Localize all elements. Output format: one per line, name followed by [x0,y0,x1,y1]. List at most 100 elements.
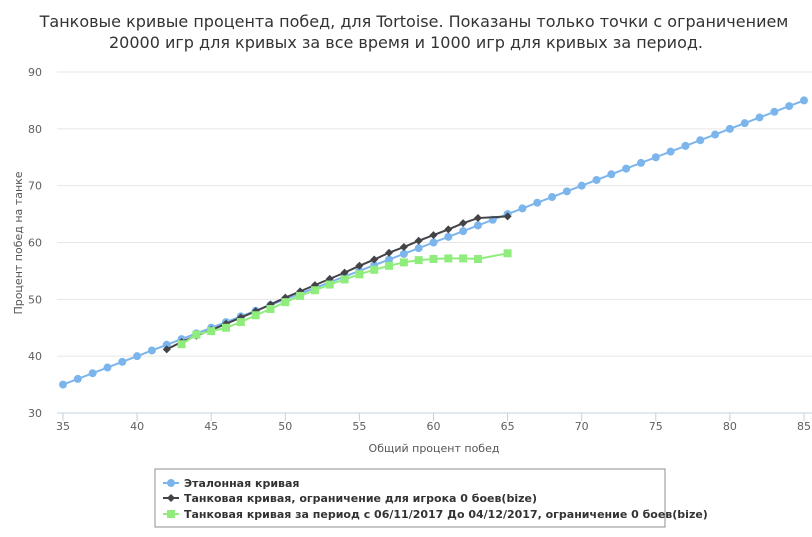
series-2-point [429,231,438,240]
series-1-point [73,374,82,383]
series-3-point [370,265,379,274]
y-tick-label-50: 50 [28,293,42,306]
series-3-point [222,323,231,332]
series-3-point [399,258,408,267]
series-1-point [725,124,734,133]
series-3-point [192,330,201,339]
legend-item-3: Танковая кривая за период с 06/11/2017 Д… [184,508,708,521]
series-1-point [592,175,601,184]
series-1-point [622,164,631,173]
x-tick-label-75: 75 [649,420,663,433]
series-2-point [370,255,379,264]
x-tick-label-70: 70 [575,420,589,433]
legend-item-2: Танковая кривая, ограничение для игрока … [184,492,537,505]
series-3-point [340,275,349,284]
series-1-point [548,193,557,202]
grid [57,71,812,414]
series-1-point [385,255,394,264]
series-1-point [399,249,408,258]
series-1-point [681,141,690,150]
series-1-point [88,369,97,378]
series-1-point [770,107,779,116]
x-tick-label-60: 60 [427,420,441,433]
series-3-point [459,254,468,263]
x-tick-label-40: 40 [130,420,144,433]
series-1-point [666,147,675,156]
series-1-point [444,232,453,241]
series-1-point [785,102,794,111]
series-2-point [355,261,364,270]
y-tick-label-90: 90 [28,66,42,79]
series-3-point [177,340,186,349]
series-1-point [577,181,586,190]
legend-symbol-marker-1 [167,479,175,487]
series-1-point [607,170,616,179]
series-1-point [562,187,571,196]
series-3-point [251,311,260,320]
legend-symbol-marker-2 [167,494,175,502]
plot-area [59,96,808,389]
series-2-point [162,345,171,354]
series-3-point [385,261,394,270]
series-1-point [118,357,127,366]
series-1-point [162,340,171,349]
series-3-point [503,249,512,258]
x-tick-label-65: 65 [501,420,515,433]
series-3-point [266,304,275,313]
series-3-point [414,256,423,265]
series-3-point [296,291,305,300]
y-tick-label-70: 70 [28,180,42,193]
series-1-point [518,204,527,213]
y-axis-title: Процент побед на танке [12,171,25,314]
series-3-line [181,252,508,346]
x-axis-title: Общий процент побед [369,442,500,455]
series-3-point [207,327,216,336]
series-3-point [473,254,482,263]
series-3-point [429,254,438,263]
y-tick-label-60: 60 [28,237,42,250]
series-1-point [103,363,112,372]
series-1-point [755,113,764,122]
series-1-point [651,153,660,162]
legend: Эталонная кривая Танковая кривая, огранич… [154,468,708,528]
series-1-point [147,346,156,355]
series-2-point [444,225,453,234]
x-tick-label-45: 45 [204,420,218,433]
legend-symbol-marker-3 [167,510,175,518]
series-1-point [711,130,720,139]
x-tick-label-55: 55 [352,420,366,433]
series-1-point [59,380,67,389]
series-1-point [473,221,482,230]
series-1-point [414,244,423,253]
series-1-point [696,136,705,145]
y-tick-label-40: 40 [28,350,42,363]
y-tick-label-80: 80 [28,123,42,136]
series-1-point [459,227,468,236]
series-3-point [281,298,290,307]
series-1-point [740,119,749,128]
series-1-point [133,352,142,361]
chart-title-line-1: Танковые кривые процента побед, для Tort… [39,12,789,31]
legend-item-1: Эталонная кривая [184,477,300,490]
x-tick-label-50: 50 [278,420,292,433]
series-2-point [399,243,408,252]
legend-box [154,468,666,528]
x-axis: 35 40 45 50 55 60 65 70 75 80 85 [56,413,811,433]
series-3-point [355,270,364,279]
series-3-point [310,286,319,295]
series-2-point [340,268,349,277]
series-1-point [800,96,808,105]
series-2-point [503,212,512,221]
series-2-point [473,214,482,223]
series-3-point [236,318,245,327]
series-1-point [636,158,645,167]
series-3 [177,249,512,349]
chart-title-line-2: 20000 игр для кривых за все время и 1000… [109,33,703,52]
series-1-point [429,238,438,247]
series-3-point [444,254,453,263]
series-2-point [459,219,468,228]
x-tick-label-85: 85 [797,420,811,433]
x-tick-label-80: 80 [723,420,737,433]
series-2-point [414,236,423,245]
series-1-point [533,198,542,207]
